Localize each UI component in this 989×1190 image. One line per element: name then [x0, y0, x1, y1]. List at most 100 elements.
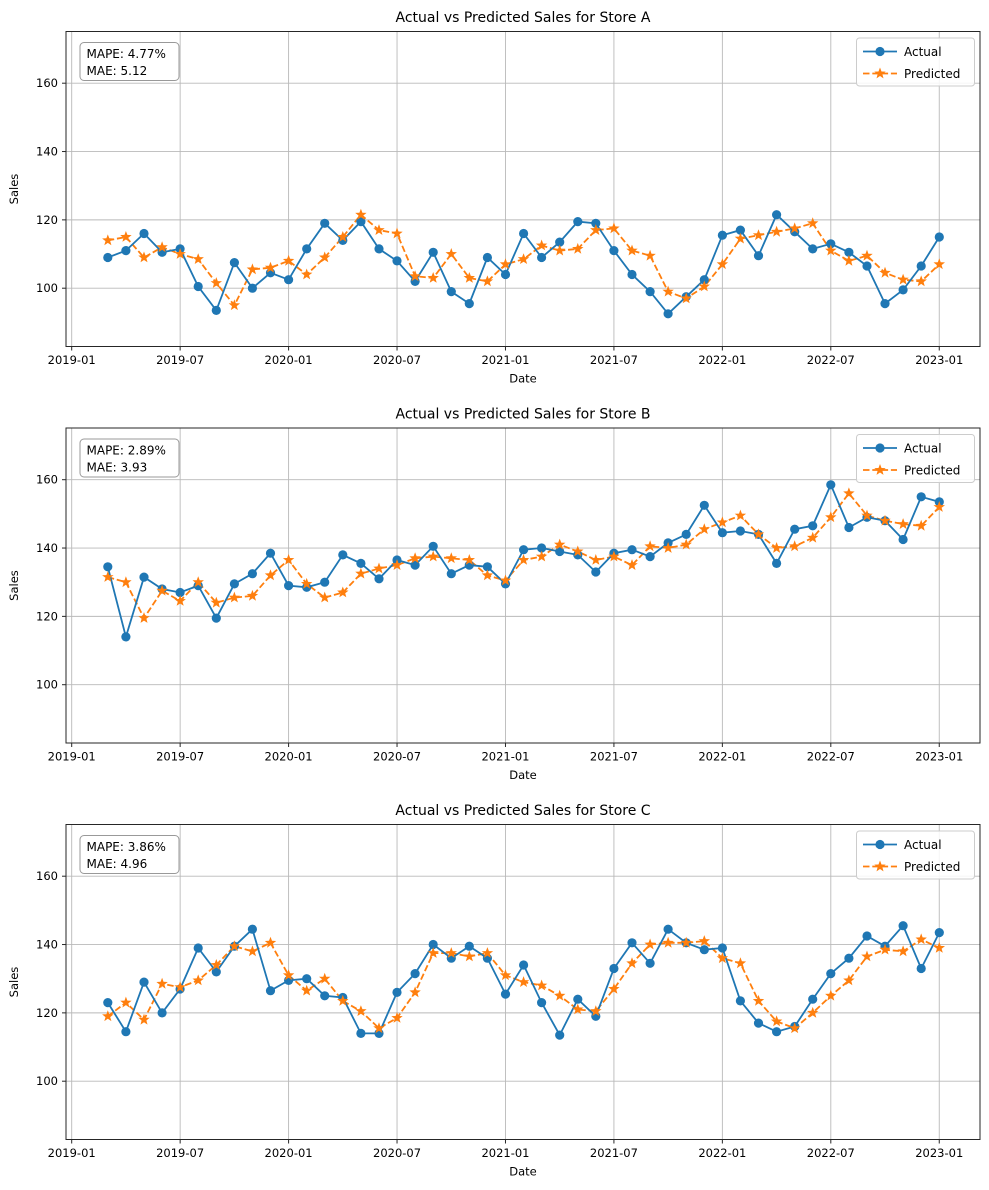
y-tick-label: 100: [36, 1074, 58, 1088]
predicted-data-point: [861, 509, 873, 521]
legend-predicted-marker: [874, 860, 886, 872]
predicted-data-point: [481, 275, 494, 287]
actual-data-point: [916, 963, 926, 974]
actual-data-point: [934, 232, 944, 242]
x-tick-label: 2022-07: [807, 1146, 855, 1160]
predicted-data-point: [228, 299, 241, 311]
legend-actual-label: Actual: [904, 442, 942, 456]
predicted-data-point: [608, 983, 620, 994]
predicted-series-markers: [102, 487, 945, 623]
predicted-data-point: [608, 222, 620, 234]
predicted-data-point: [770, 1015, 783, 1027]
x-tick-label: 2019-01: [48, 1146, 96, 1160]
predicted-data-point: [572, 545, 584, 557]
y-tick-label: 120: [36, 1006, 58, 1020]
predicted-data-point: [933, 501, 945, 512]
y-tick-label: 100: [36, 678, 58, 692]
predicted-data-point: [626, 244, 638, 256]
predicted-data-point: [680, 538, 692, 550]
actual-data-point: [247, 569, 257, 579]
x-tick-label: 2020-07: [373, 750, 421, 764]
predicted-data-point: [246, 589, 259, 601]
x-axis-label: Date: [509, 768, 537, 782]
x-tick-label: 2021-07: [590, 353, 638, 367]
actual-series-markers: [103, 210, 944, 319]
predicted-data-point: [120, 996, 132, 1008]
actual-data-point: [699, 275, 709, 285]
actual-data-point: [519, 228, 529, 239]
predicted-data-point: [698, 935, 710, 946]
predicted-data-point: [915, 275, 927, 287]
actual-data-point: [772, 210, 782, 220]
actual-data-point: [753, 251, 764, 261]
predicted-data-point: [933, 942, 945, 953]
actual-data-point: [844, 522, 854, 533]
predicted-data-point: [734, 957, 747, 969]
actual-data-point: [826, 480, 836, 490]
actual-data-point: [898, 534, 908, 545]
actual-data-point: [663, 309, 673, 319]
predicted-data-point: [264, 261, 277, 273]
legend-actual-label: Actual: [904, 45, 942, 59]
predicted-data-point: [337, 586, 349, 598]
actual-data-point: [320, 218, 330, 228]
actual-data-point: [428, 541, 438, 551]
x-tick-label: 2020-01: [265, 750, 313, 764]
actual-data-point: [193, 943, 203, 953]
predicted-series-markers: [102, 933, 945, 1034]
x-tick-label: 2020-01: [265, 1146, 313, 1160]
actual-data-point: [103, 562, 113, 572]
predicted-data-point: [752, 528, 765, 540]
legend-actual-marker: [875, 46, 885, 57]
y-tick-label: 120: [36, 609, 58, 623]
predicted-data-point: [373, 224, 385, 235]
predicted-data-point: [301, 577, 313, 589]
predicted-data-point: [445, 552, 457, 564]
predicted-data-point: [445, 248, 457, 259]
predicted-data-point: [246, 263, 259, 275]
y-tick-label: 160: [36, 76, 58, 90]
x-tick-label: 2021-01: [481, 1146, 529, 1160]
predicted-data-point: [427, 550, 439, 562]
predicted-data-point: [843, 974, 855, 986]
y-axis-label: Sales: [7, 967, 21, 998]
actual-data-point: [193, 281, 203, 292]
x-tick-label: 2022-07: [807, 353, 855, 367]
actual-data-point: [121, 1027, 131, 1037]
actual-data-point: [121, 632, 131, 642]
actual-data-point: [320, 991, 330, 1001]
actual-data-point: [103, 998, 113, 1008]
x-tick-label: 2022-01: [698, 750, 746, 764]
actual-data-point: [880, 299, 890, 309]
actual-data-point: [862, 931, 872, 941]
predicted-data-point: [897, 945, 909, 957]
legend-predicted-marker: [874, 464, 886, 475]
actual-data-point: [591, 567, 601, 577]
predicted-data-point: [590, 1005, 602, 1016]
predicted-data-point: [807, 531, 819, 543]
actual-data-point: [247, 924, 257, 934]
predicted-data-point: [282, 254, 295, 266]
actual-data-point: [338, 550, 348, 560]
metrics-annotation-box: [79, 438, 180, 478]
actual-data-point: [175, 587, 185, 598]
legend: Actual Predicted: [856, 434, 975, 483]
y-tick-label: 160: [36, 473, 58, 487]
predicted-data-point: [102, 1010, 114, 1022]
predicted-data-point: [825, 989, 837, 1001]
predicted-data-point: [174, 981, 186, 993]
actual-data-point: [627, 545, 637, 555]
actual-data-point: [591, 218, 601, 228]
predicted-data-point: [373, 1022, 385, 1034]
predicted-data-point: [210, 596, 222, 608]
predicted-data-point: [626, 559, 638, 570]
actual-data-point: [826, 239, 836, 249]
predicted-data-point: [409, 270, 421, 282]
predicted-data-point: [734, 509, 747, 521]
actual-data-point: [302, 974, 312, 984]
actual-data-point: [808, 994, 818, 1004]
actual-data-point: [735, 225, 746, 235]
predicted-data-point: [499, 574, 512, 586]
actual-data-point: [645, 552, 655, 562]
predicted-data-point: [319, 251, 331, 263]
